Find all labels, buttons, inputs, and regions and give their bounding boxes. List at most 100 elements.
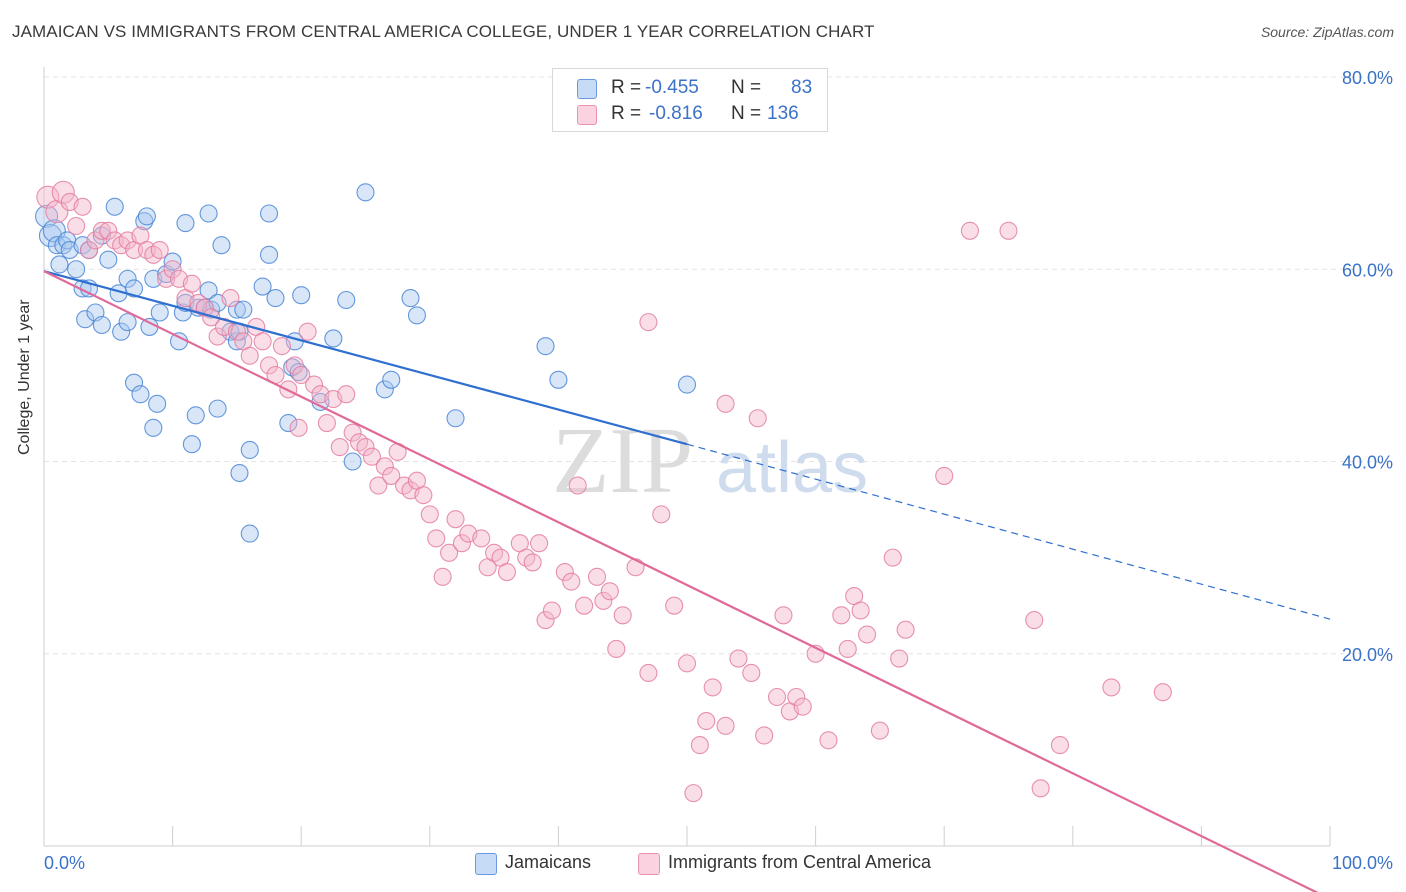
point-central-america: [292, 365, 311, 385]
point-central-america: [883, 548, 902, 567]
point-central-america: [362, 447, 381, 466]
point-jamaicans: [144, 418, 163, 437]
point-central-america: [613, 606, 632, 625]
x-tick-label: 100.0%: [1332, 853, 1393, 873]
point-jamaicans: [76, 310, 95, 329]
point-central-america: [1031, 779, 1050, 798]
point-central-america: [787, 687, 806, 707]
point-central-america: [446, 510, 465, 529]
trend-line-jamaicans-extension: [686, 443, 1331, 620]
point-jamaicans: [536, 337, 555, 356]
legend-r-label: R =: [611, 77, 642, 98]
data-points: [35, 180, 1172, 803]
point-central-america: [857, 625, 877, 644]
point-central-america: [755, 726, 774, 745]
point-jamaicans: [148, 394, 167, 413]
point-central-america: [690, 736, 709, 755]
point-jamaicans: [253, 277, 272, 296]
point-central-america: [542, 601, 562, 620]
point-central-america: [337, 385, 356, 404]
point-jamaicans: [279, 413, 298, 433]
point-jamaicans: [50, 255, 69, 274]
series-swatch-central-america: [638, 853, 660, 875]
point-central-america: [536, 611, 555, 630]
x-tick-label: 0.0%: [44, 853, 85, 873]
trend-line-jamaicans: [43, 270, 688, 446]
point-central-america: [851, 601, 870, 620]
point-central-america: [600, 582, 619, 601]
point-central-america: [716, 394, 735, 413]
point-jamaicans: [356, 183, 375, 202]
point-central-america: [999, 221, 1018, 240]
point-central-america: [73, 197, 92, 216]
point-central-america: [639, 313, 658, 332]
point-central-america: [530, 534, 549, 553]
point-central-america: [1025, 611, 1044, 630]
chart-title: JAMAICAN VS IMMIGRANTS FROM CENTRAL AMER…: [12, 22, 875, 41]
point-central-america: [298, 322, 317, 341]
point-central-america: [652, 505, 671, 524]
tick-labels: 20.0% 40.0% 60.0% 80.0% 0.0% 100.0%: [44, 68, 1393, 873]
point-jamaicans: [401, 289, 420, 308]
point-central-america: [568, 476, 587, 495]
y-tick-label: 40.0%: [1342, 453, 1393, 473]
point-jamaicans: [131, 385, 150, 404]
point-central-america: [67, 216, 86, 236]
point-central-america: [767, 687, 787, 707]
point-central-america: [703, 678, 722, 697]
point-central-america: [285, 356, 304, 375]
point-central-america: [523, 553, 542, 572]
series-label-jamaicans: Jamaicans: [505, 852, 592, 872]
point-central-america: [562, 572, 581, 591]
point-jamaicans: [137, 207, 156, 226]
legend-r-value: -0.455: [645, 77, 699, 98]
point-central-america: [317, 413, 336, 433]
point-jamaicans: [549, 370, 568, 389]
y-axis-label: College, Under 1 year: [16, 299, 33, 455]
point-jamaicans: [135, 212, 154, 231]
legend-swatch-jamaicans: [577, 79, 597, 99]
point-central-america: [182, 274, 201, 293]
point-central-america: [1102, 678, 1121, 697]
point-central-america: [1153, 683, 1172, 702]
point-central-america: [452, 534, 472, 553]
point-central-america: [99, 221, 118, 240]
y-tick-label: 20.0%: [1342, 645, 1393, 665]
point-jamaicans: [240, 524, 259, 543]
point-central-america: [163, 260, 182, 279]
point-central-america: [369, 476, 388, 495]
point-central-america: [748, 409, 767, 428]
point-jamaicans: [124, 373, 144, 392]
point-jamaicans: [163, 252, 182, 271]
point-jamaicans: [337, 290, 356, 310]
point-central-america: [1050, 736, 1069, 755]
point-central-america: [150, 240, 169, 260]
trend-lines: [43, 270, 1331, 892]
legend-n-label: N =: [731, 103, 762, 124]
legend-r-value: -0.816: [649, 103, 703, 124]
point-jamaicans: [382, 370, 401, 389]
point-central-america: [330, 438, 349, 457]
point-central-america: [697, 711, 716, 731]
point-central-america: [259, 356, 279, 375]
point-jamaicans: [407, 306, 426, 325]
point-central-america: [433, 567, 452, 586]
axes: [43, 67, 1331, 847]
point-jamaicans: [375, 380, 394, 399]
point-central-america: [440, 543, 459, 562]
point-jamaicans: [446, 409, 465, 428]
point-central-america: [240, 346, 259, 365]
point-central-america: [157, 269, 176, 288]
point-jamaicans: [67, 260, 86, 279]
point-central-america: [935, 466, 954, 485]
point-central-america: [639, 663, 658, 683]
point-jamaicans: [112, 322, 131, 341]
point-jamaicans: [118, 269, 137, 288]
chart-source: Source: ZipAtlas.com: [1260, 24, 1394, 40]
legend-swatch-central-america: [577, 105, 597, 125]
point-central-america: [79, 240, 99, 260]
point-jamaicans: [234, 300, 253, 319]
point-jamaicans: [259, 245, 279, 264]
point-jamaicans: [182, 435, 201, 454]
